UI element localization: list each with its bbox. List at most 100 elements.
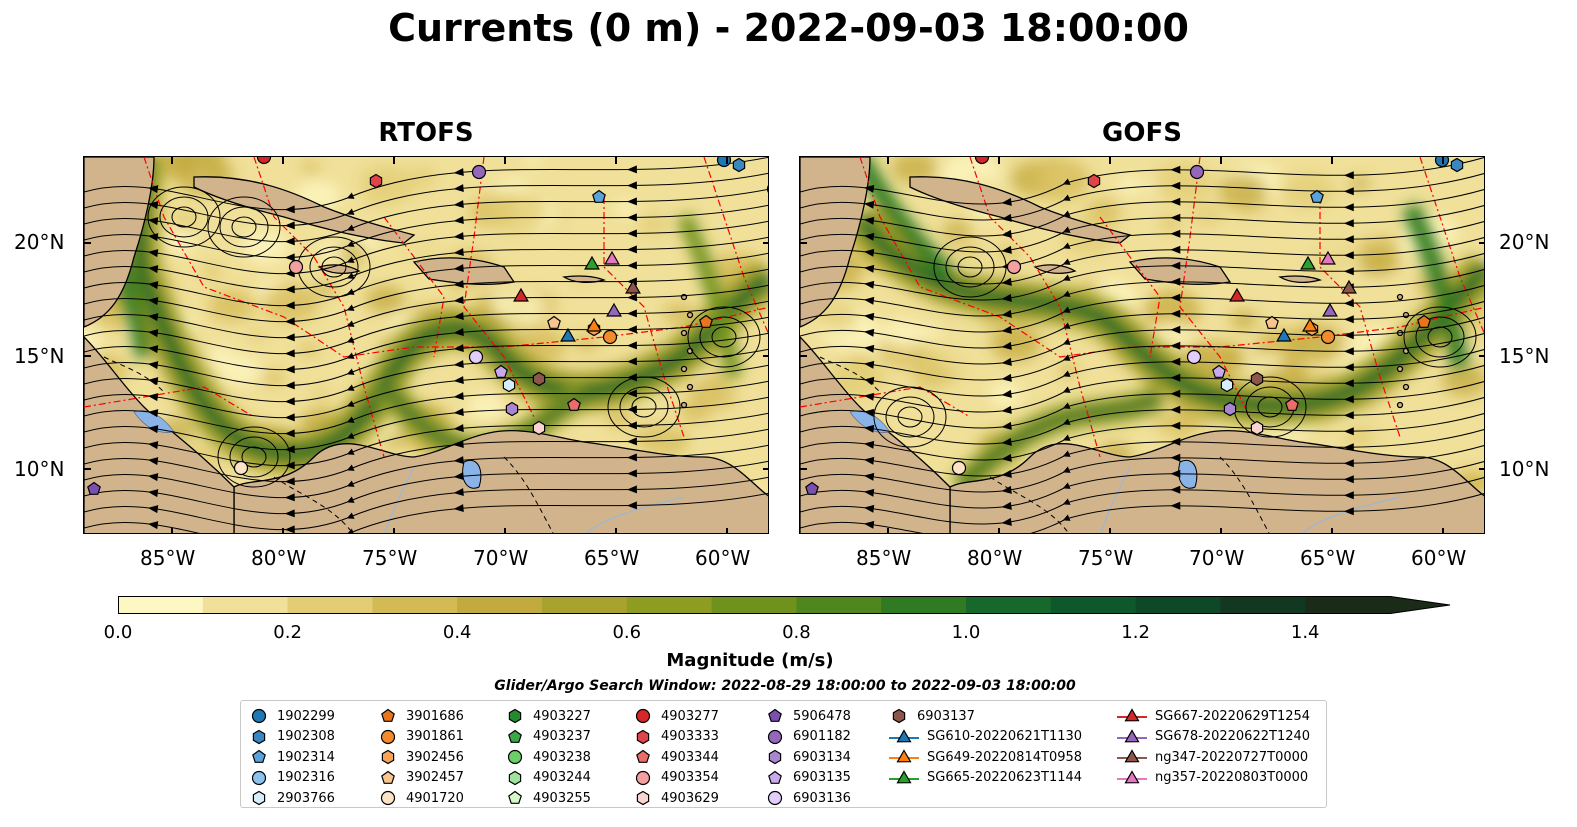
streamline-arrow <box>147 441 159 450</box>
legend-pentagon-marker <box>381 709 395 723</box>
argo-float-marker <box>468 349 484 365</box>
legend-circle-marker <box>251 709 267 724</box>
page-title: Currents (0 m) - 2022-09-03 18:00:00 <box>388 6 1189 50</box>
streamline-arrow <box>1001 421 1012 430</box>
streamline-arrow <box>1001 469 1012 478</box>
lon-tick-rtofs-85w: 85°W <box>140 546 196 570</box>
legend-label: ng357-20220803T0000 <box>1155 770 1309 786</box>
south-america <box>949 429 1484 533</box>
legend-label: 3902457 <box>406 770 464 786</box>
eddy-streamline <box>897 406 923 428</box>
eddy-streamline <box>957 256 983 278</box>
argo-float-symbol <box>381 770 395 784</box>
streamline-arrow <box>1001 357 1012 366</box>
argo-float-marker <box>505 401 519 417</box>
eddy-streamline <box>607 376 681 438</box>
streamline-arrow <box>1001 389 1012 398</box>
argo-float-symbol <box>768 750 782 765</box>
streamline-arrow <box>1001 229 1012 238</box>
legend-hexagon-marker <box>252 729 266 744</box>
streamline-arrow <box>1170 469 1181 478</box>
legend-pentagon-marker <box>252 750 266 764</box>
streamline-arrow <box>863 200 875 209</box>
streamline-arrow <box>863 312 875 321</box>
legend-item: 3901861 <box>378 727 464 748</box>
panel-title-rtofs: RTOFS <box>378 118 474 148</box>
legend-item: 4903354 <box>633 768 719 789</box>
legend-label: SG649-20220814T0958 <box>927 749 1083 765</box>
streamline-arrow <box>284 445 295 454</box>
streamline-arrow <box>147 265 159 274</box>
map-panel-gofs[interactable] <box>799 156 1485 534</box>
glider-track-symbol <box>1117 770 1147 784</box>
legend-triangle-marker <box>1124 729 1140 743</box>
legend-label: 4903354 <box>661 770 719 786</box>
glider-marker <box>1341 279 1357 294</box>
lon-tick-gofs-75w: 75°W <box>1078 546 1134 570</box>
argo-float-symbol <box>768 770 782 784</box>
legend-hexagon-marker <box>252 791 266 806</box>
legend-item: SG667-20220629T1254 <box>1117 706 1310 727</box>
argo-float-marker <box>1250 420 1264 436</box>
jamaica <box>1033 264 1077 274</box>
argo-float-marker <box>1250 371 1264 387</box>
legend-item: 6903137 <box>889 706 1082 727</box>
streamline-arrow <box>147 505 159 514</box>
streamline-arrow <box>1170 229 1181 238</box>
legend-label: 4903277 <box>661 708 719 724</box>
lon-tick-rtofs-70w: 70°W <box>473 546 529 570</box>
legend-label: 1902308 <box>277 729 335 745</box>
streamline-arrow <box>626 453 637 462</box>
legend-label: ng347-20220727T0000 <box>1155 749 1309 765</box>
streamline-arrow <box>453 264 464 273</box>
glider-marker <box>586 317 602 332</box>
argo-float-symbol <box>767 729 783 744</box>
streamline-arrow <box>1001 325 1012 334</box>
streamline-arrow <box>284 381 295 390</box>
argo-float-marker <box>1320 329 1336 345</box>
colorbar-segment <box>287 596 373 614</box>
eddy-streamline <box>619 386 669 428</box>
eddy-streamline <box>229 436 279 478</box>
streamline-arrow <box>453 328 464 337</box>
colorbar-tick-label: 0.8 <box>782 622 811 643</box>
streamline-arrow <box>453 280 464 289</box>
colorbar-tick-label: 1.2 <box>1121 622 1150 643</box>
streamline-arrow <box>1001 373 1012 382</box>
streamline-arrow <box>863 280 875 289</box>
lesser-antilles-island <box>680 365 688 373</box>
legend-column: 4903227 4903237 4903238 4903244 4903255 <box>505 706 591 809</box>
streamline-arrow <box>284 333 295 342</box>
streamline-arrow <box>1170 293 1181 302</box>
eddy-streamline <box>1257 396 1283 418</box>
lon-tick-gofs-80w: 80°W <box>967 546 1023 570</box>
glider-marker <box>1302 317 1318 332</box>
legend-circle-marker <box>507 750 523 765</box>
legend-triangle-marker <box>1124 749 1140 763</box>
colorbar-segment <box>966 596 1052 614</box>
lon-tick-gofs-65w: 65°W <box>1300 546 1356 570</box>
streamline-arrow <box>453 440 464 449</box>
argo-float-marker <box>1223 401 1237 417</box>
lat-tick-left-20n: 20°N <box>14 230 65 254</box>
map-canvas <box>84 157 768 533</box>
streamline-arrow <box>284 317 295 326</box>
streamline-arrow <box>1170 245 1181 254</box>
argo-float-symbol <box>768 709 782 723</box>
streamline-arrow <box>453 472 464 481</box>
legend-item: 4903238 <box>505 747 591 768</box>
streamline-arrow <box>453 232 464 241</box>
argo-float-marker <box>951 460 967 476</box>
streamline-arrow <box>453 312 464 321</box>
legend-label: 6903135 <box>793 770 851 786</box>
streamline-arrow <box>284 253 295 262</box>
legend-label: 4903244 <box>533 770 591 786</box>
glider-track-symbol <box>889 770 919 784</box>
streamline-arrow <box>453 360 464 369</box>
streamline-arrow <box>147 249 159 258</box>
legend-hexagon-marker <box>508 770 522 785</box>
argo-float-marker <box>1450 157 1464 173</box>
streamline-arrow <box>863 184 875 193</box>
country-border <box>989 476 1070 533</box>
map-panel-rtofs[interactable] <box>83 156 769 534</box>
